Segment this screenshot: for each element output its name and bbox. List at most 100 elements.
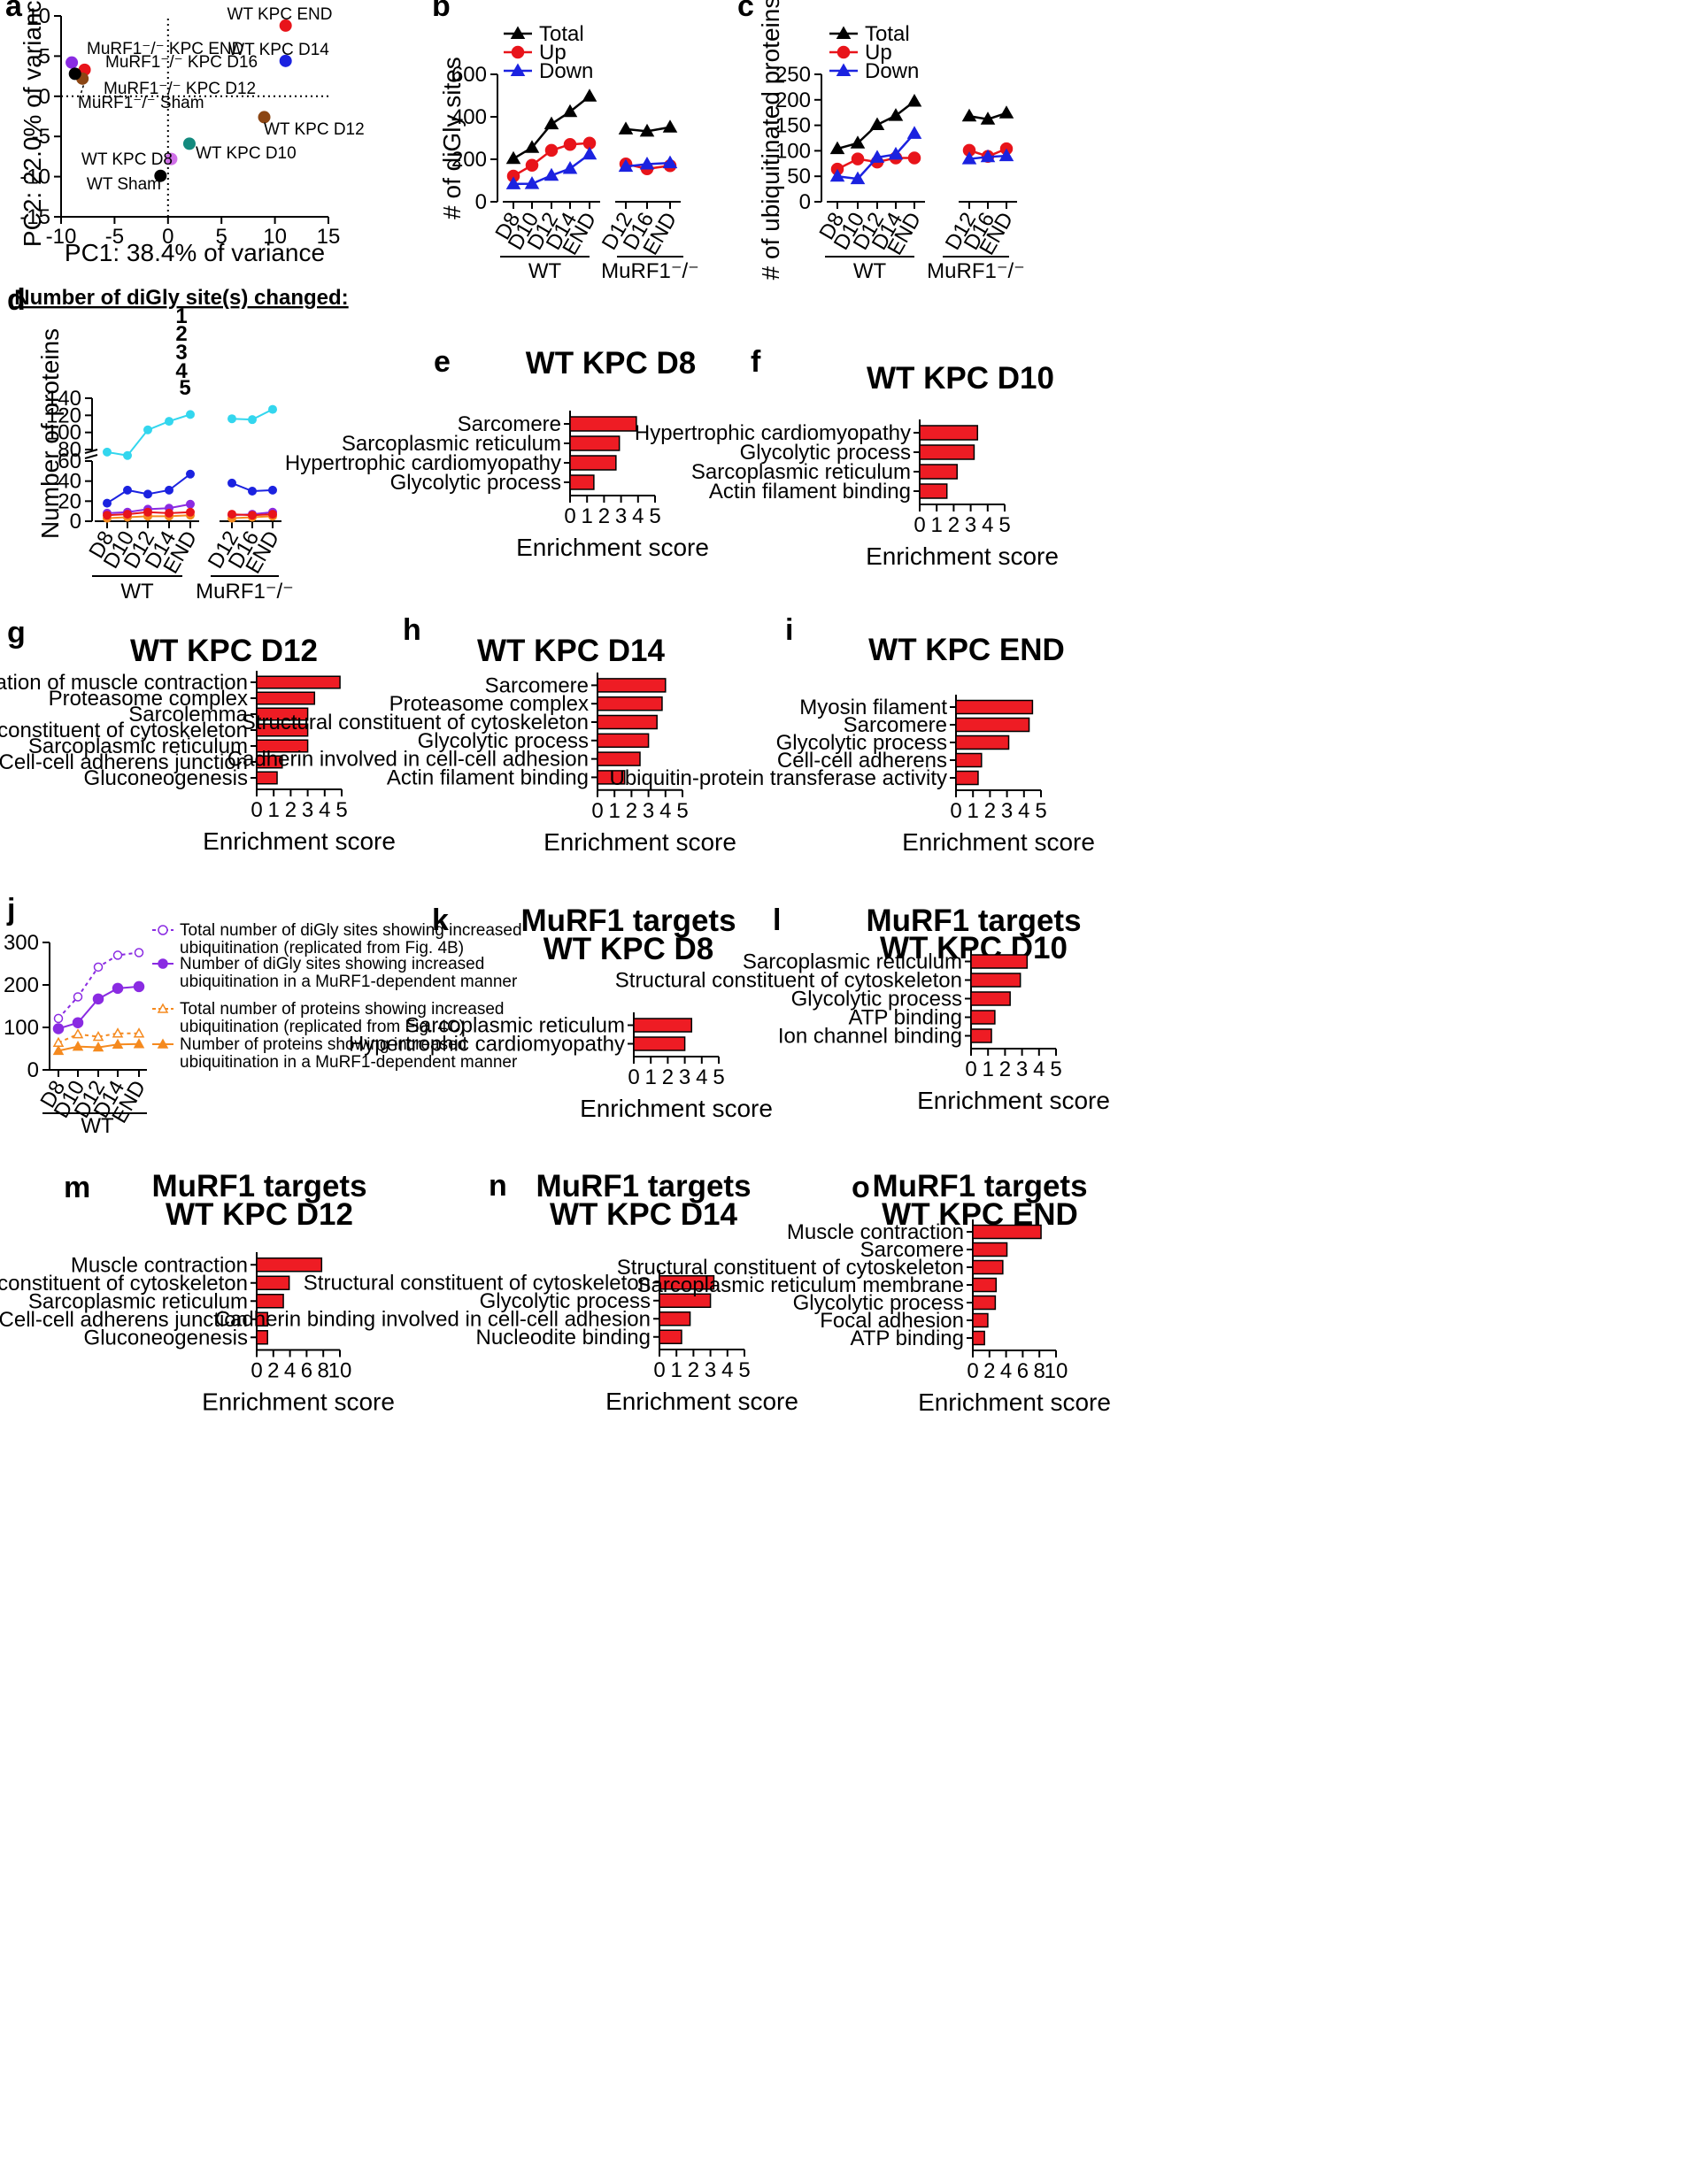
legend-marker-c-3 [836,63,852,76]
category-label-n-2: Glycolytic process [480,1289,651,1313]
pca-label-4: WT KPC D10 [196,144,297,163]
legend-number-d-5: 5 [179,376,190,400]
data-point-j-2 [92,993,104,1005]
category-label-i-5: Ubiquitin-protein transferase activity [609,766,947,790]
category-label-i-4: Cell-cell adherens [777,749,947,773]
legend-label-j-3-1: Total number of proteins showing increas… [180,1000,504,1019]
x-tick-label-g: 0 [251,798,262,822]
bar-f-3 [919,464,958,480]
series-line-d-2 [106,473,191,504]
data-point-b-3 [618,158,634,173]
pca-point-5 [165,152,178,165]
data-point-j-3 [72,1028,84,1039]
x-tick-label-m: 10 [328,1359,352,1383]
data-point-b-1 [505,150,521,165]
data-point-c-1 [829,141,845,155]
data-point-b-1 [582,88,597,102]
y-tick-label-c: 50 [787,165,811,188]
x-tick-label-o: 2 [983,1359,995,1383]
x-tick-label-l: 1 [983,1057,994,1081]
data-point-d-5 [227,510,236,519]
panel-title-o-1: MuRF1 targets [872,1169,1087,1204]
category-label-o-5: Glycolytic process [793,1291,964,1315]
x-tick-label-a: 15 [317,225,341,249]
y-tick-label-c: 0 [799,190,811,214]
panel-letter-a: a [5,0,23,23]
data-point-c-3 [888,146,904,160]
pca-label-10: MuRF1⁻/⁻ Sham [78,94,204,112]
x-tick-label-g: 3 [302,798,313,822]
bar-e-3 [569,455,617,471]
panel-title-m-1: MuRF1 targets [151,1169,366,1204]
x-axis-label-k: Enrichment score [580,1095,773,1122]
legend-label-j-3-2: ubiquitination (replicated from Fig. 4C) [180,1018,465,1036]
data-point-d-2 [143,489,152,499]
group-label-b-2: MuRF1⁻/⁻ [601,259,699,283]
data-point-d-3 [186,499,195,509]
data-point-d-2 [268,485,277,495]
x-tick-label-o: 10 [1045,1359,1068,1383]
y-tick-label-j: 100 [4,1016,39,1040]
pca-point-10 [68,67,81,81]
x-tick-label-n: 1 [671,1358,682,1382]
category-label-n-1: Structural constituent of cytoskeleton [304,1271,651,1295]
legend-marker-c-2 [836,45,851,59]
data-point-c-1 [869,117,885,131]
panel-title-m-2: WT KPC D12 [166,1197,353,1232]
x-axis-label-h: Enrichment score [543,828,736,856]
y-tick-label-c: 250 [775,63,811,87]
x-tick-label-f: 0 [914,513,925,537]
bar-f-4 [919,483,948,499]
data-point-d-1 [268,404,277,414]
data-point-b-3 [505,176,521,189]
legend-label-j-2-2: ubiquitination in a MuRF1-dependent mann… [180,973,518,991]
data-point-d-1 [248,415,257,425]
x-tick-label-h: 0 [591,799,603,823]
data-point-j-2 [72,1017,84,1028]
y-tick-label-d: 20 [58,489,81,513]
x-tick-label-k: 2 [662,1065,674,1089]
y-tick-label-j: 200 [4,973,39,997]
x-tick-label-k: 1 [645,1065,657,1089]
x-tick-label-h: 2 [626,799,637,823]
panel-title-e-1: WT KPC D8 [526,346,697,381]
category-label-n-4: Nucleodite binding [476,1326,651,1350]
category-label-h-5: Cadherin involved in cell-cell adhesion [227,748,589,772]
bar-o-6 [972,1312,989,1328]
x-tick-label-k: 0 [628,1065,639,1089]
y-tick-label-d: 0 [70,510,81,534]
data-point-c-3 [961,151,977,165]
x-tick-label-f: 4 [982,513,993,537]
category-label-f-3: Sarcoplasmic reticulum [691,460,911,484]
category-label-o-3: Structural constituent of cytoskeleton [617,1256,964,1280]
pca-label-3: WT KPC D12 [264,120,365,139]
x-axis-label-a: PC1: 38.4% of variance [65,239,325,266]
legend-label-b-2: Up [539,41,567,65]
data-point-j-4 [112,1038,124,1049]
legend-marker-b-1 [510,26,526,39]
panel-letter-m: m [64,1171,90,1204]
bar-i-1 [955,699,1034,715]
category-label-i-2: Sarcomere [844,713,947,737]
x-axis-label-o: Enrichment score [918,1388,1111,1416]
x-tick-label-f: 1 [931,513,943,537]
legend-label-j-1-1: Total number of diGly sites showing incr… [180,921,522,940]
legend-label-j-4-1: Number of proteins showing increased [180,1035,466,1054]
y-tick-label-a: -5 [32,125,50,149]
legend-label-c-3: Down [865,59,919,83]
x-tick-label-l: 3 [1016,1057,1028,1081]
x-tick-label-i: 0 [950,799,961,823]
data-point-d-5 [186,507,195,517]
x-tick-label-f: 3 [965,513,976,537]
data-point-d-5 [123,510,132,519]
panel-letter-i: i [785,613,793,647]
data-point-d-1 [103,447,112,457]
data-point-b-2 [525,158,539,172]
category-label-g-3: Sarcolemma [128,703,248,727]
category-label-o-2: Sarcomere [860,1238,964,1262]
legend-marker-j-4 [157,1038,169,1049]
